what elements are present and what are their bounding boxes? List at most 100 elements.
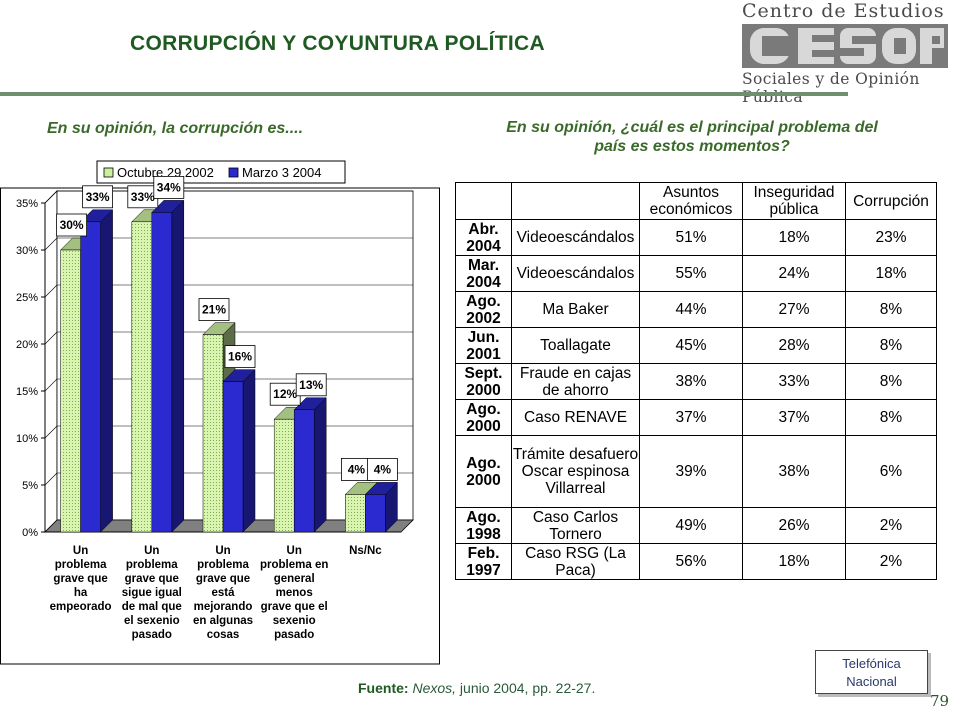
- data-label-box: [295, 373, 327, 397]
- bar: [151, 212, 173, 533]
- table-question-line2: país es estos momentos?: [594, 138, 790, 155]
- bar-side: [242, 368, 256, 533]
- gridline-side: [44, 284, 58, 298]
- row-asuntos: 55%: [639, 255, 743, 292]
- data-label-box: [224, 345, 256, 369]
- row-inseguridad: 28%: [742, 327, 846, 364]
- table-row: Mar. 2004 Videoescándalos 55% 24% 18%: [455, 255, 937, 292]
- x-tick-label: problema: [126, 559, 178, 571]
- data-label: 4%: [348, 462, 366, 476]
- row-asuntos: 49%: [639, 507, 743, 544]
- data-label: 30%: [60, 218, 84, 232]
- y-tick-label: 25%: [16, 292, 38, 304]
- x-tick-label: de mal que: [122, 601, 182, 613]
- row-event: Trámite desafuero Oscar espinosa Villarr…: [511, 435, 640, 508]
- x-tick-label: general: [274, 573, 315, 585]
- x-tick-label: empeorado: [50, 601, 112, 613]
- data-label: 33%: [131, 190, 155, 204]
- data-label: 12%: [273, 387, 297, 401]
- table-row: Feb. 1997 Caso RSG (La Paca) 56% 18% 2%: [455, 543, 937, 580]
- x-tick-label: en algunas: [193, 615, 253, 627]
- x-tick-label: Un: [144, 545, 159, 557]
- row-corrupcion: 23%: [845, 219, 937, 256]
- x-tick-label: pasado: [132, 629, 172, 641]
- row-inseguridad: 24%: [742, 255, 846, 292]
- table-header-cell: [511, 182, 640, 220]
- chart-side-wall: [44, 190, 58, 533]
- gridline-side: [44, 378, 58, 392]
- x-tick-label: Un: [215, 545, 230, 557]
- legend-swatch: [103, 167, 114, 178]
- bar-side: [171, 199, 185, 533]
- bar: [60, 249, 81, 533]
- row-inseguridad: 33%: [742, 363, 846, 400]
- row-asuntos: 37%: [639, 399, 743, 436]
- data-label-box: [153, 175, 185, 199]
- header-corrupcion: Corrupción: [845, 182, 937, 220]
- data-label-box: [82, 185, 113, 209]
- data-label: 4%: [374, 462, 392, 476]
- x-tick-label: problema: [55, 559, 107, 571]
- table-row: Ago. 1998 Caso Carlos Tornero 49% 26% 2%: [455, 507, 937, 544]
- row-inseguridad: 18%: [742, 219, 846, 256]
- data-label: 33%: [86, 190, 110, 204]
- problems-table: Asuntos económicos Inseguridad pública C…: [455, 182, 937, 580]
- source-publication: Nexos,: [412, 680, 457, 696]
- bar: [345, 494, 366, 533]
- gridline-side: [44, 190, 58, 204]
- x-tick-label: Un: [73, 545, 88, 557]
- row-event: Toallagate: [511, 327, 640, 364]
- bar: [131, 221, 153, 533]
- row-date: Ago. 1998: [455, 507, 512, 544]
- bar-chart: Octubre 29 2002 Marzo 3 2004 0% 5% 10% 15% 20%…: [0, 160, 440, 665]
- x-tick-label: grave que: [53, 573, 107, 585]
- row-corrupcion: 18%: [845, 255, 937, 292]
- bar: [80, 221, 101, 533]
- data-label-box: [56, 213, 87, 237]
- table-row: Jun. 2001 Toallagate 45% 28% 8%: [455, 327, 937, 364]
- bar-side: [313, 397, 327, 533]
- table-header-row: Asuntos económicos Inseguridad pública C…: [455, 182, 937, 220]
- bar: [273, 418, 295, 533]
- data-label: 13%: [299, 378, 323, 392]
- header-inseguridad: Inseguridad pública: [742, 182, 846, 220]
- source-label: Fuente:: [358, 680, 409, 696]
- row-corrupcion: 2%: [845, 543, 937, 580]
- source-detail: junio 2004, pp. 22-27.: [456, 680, 596, 696]
- table-row: Ago. 2000 Caso RENAVE 37% 37% 8%: [455, 399, 937, 436]
- row-corrupcion: 8%: [845, 363, 937, 400]
- x-tick-label: Ns/Nc: [349, 545, 382, 557]
- table-row: Ago. 2000 Trámite desafuero Oscar espinos…: [455, 435, 937, 508]
- y-tick-label: 5%: [22, 480, 38, 492]
- logo-text-bottom: Sociales y de Opinión Pública: [742, 70, 920, 106]
- cesop-logo: Centro de Estudios Sociales y de Opinión…: [736, 0, 958, 106]
- survey-method-line1: Telefónica: [842, 656, 901, 671]
- y-tick-label: 10%: [16, 433, 38, 445]
- data-label: 16%: [228, 350, 252, 364]
- row-asuntos: 45%: [639, 327, 743, 364]
- survey-method-line2: Nacional: [846, 674, 897, 689]
- row-inseguridad: 27%: [742, 291, 846, 328]
- row-event: Fraude en cajas de ahorro: [511, 363, 640, 400]
- row-asuntos: 44%: [639, 291, 743, 328]
- row-date: Ago. 2000: [455, 435, 512, 508]
- bar: [293, 409, 315, 533]
- page-title: CORRUPCIÓN Y COYUNTURA POLÍTICA: [130, 32, 545, 55]
- row-corrupcion: 2%: [845, 507, 937, 544]
- legend-swatch: [228, 167, 239, 178]
- x-tick-label: Un: [287, 545, 302, 557]
- x-tick-label: está: [211, 587, 235, 599]
- x-tick-label: grave que: [125, 573, 179, 585]
- bar: [365, 494, 386, 533]
- x-tick-label: el sexenio: [124, 615, 180, 627]
- row-inseguridad: 18%: [742, 543, 846, 580]
- x-tick-label: menos: [276, 587, 313, 599]
- data-label-box: [366, 457, 398, 481]
- table-row: Ago. 2002 Ma Baker 44% 27% 8%: [455, 291, 937, 328]
- gridline-side: [44, 425, 58, 439]
- logo-mark-icon: [742, 24, 948, 68]
- row-event: Caso RSG (La Paca): [511, 543, 640, 580]
- gridline-side: [44, 237, 58, 251]
- row-event: Ma Baker: [511, 291, 640, 328]
- bar: [222, 381, 244, 533]
